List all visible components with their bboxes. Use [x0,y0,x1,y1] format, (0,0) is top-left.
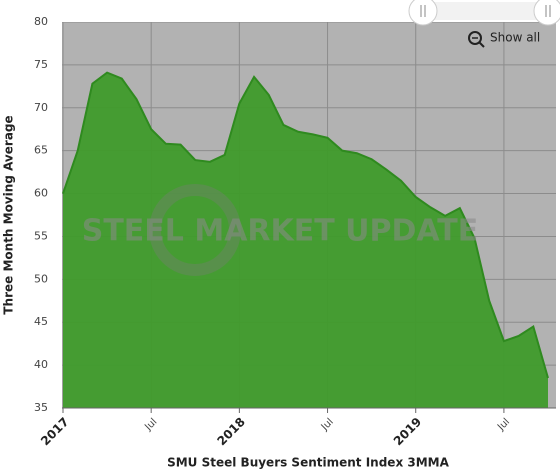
y-tick-label: 65 [34,144,48,157]
navigator-handle-right[interactable] [533,0,560,26]
y-tick-label: 40 [34,358,48,371]
reset-zoom-label[interactable]: Show all [490,31,540,45]
y-tick-label: 50 [34,272,48,285]
y-tick-label: 55 [34,229,48,242]
navigator-handle-left[interactable] [408,0,438,26]
watermark-logo [149,184,241,276]
y-tick-label: 45 [34,315,48,328]
x-tick-label: Jul [142,416,159,433]
y-tick-label: 70 [34,101,48,114]
x-axis-title: SMU Steel Buyers Sentiment Index 3MMA [167,456,450,470]
x-tick-label: 2019 [391,415,425,449]
navigator-range [423,2,548,20]
area [63,72,548,408]
y-tick-label: 80 [34,15,48,28]
x-tick-label: 2017 [38,415,72,449]
x-tick-label: Jul [319,416,336,433]
reset-zoom-button[interactable]: Show all [468,31,540,48]
y-axis-title: Three Month Moving Average [2,115,16,314]
y-tick-label: 60 [34,187,48,200]
x-tick-label: Jul [495,416,512,433]
watermark: STEEL MARKET UPDATE [82,214,479,249]
y-tick-label: 35 [34,401,48,414]
area-line [62,71,549,379]
y-tick-label: 75 [34,58,48,71]
x-tick-label: 2018 [214,415,248,449]
